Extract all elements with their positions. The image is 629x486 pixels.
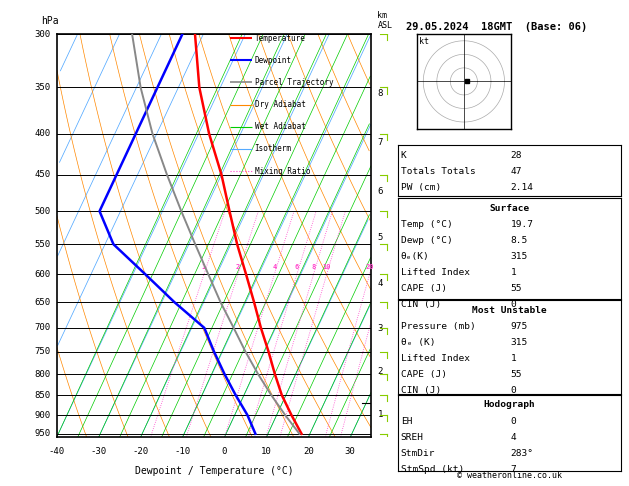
Text: 8: 8 [377,89,383,98]
Text: 975: 975 [511,322,528,331]
Text: 750: 750 [34,347,50,356]
Text: StmSpd (kt): StmSpd (kt) [401,465,464,474]
Text: 350: 350 [34,83,50,92]
Text: kt: kt [420,37,430,46]
Text: 600: 600 [34,270,50,279]
Text: 450: 450 [34,170,50,179]
Text: 55: 55 [511,370,522,380]
Text: Hodograph: Hodograph [483,400,535,410]
Text: 4: 4 [272,263,277,270]
Text: 400: 400 [34,129,50,139]
Text: Mixing Ratio: Mixing Ratio [255,167,310,175]
Text: 0: 0 [511,300,516,309]
Text: 2.14: 2.14 [511,183,534,192]
Text: 5: 5 [377,233,383,243]
Text: 6: 6 [295,263,299,270]
Text: 7: 7 [377,139,383,147]
Text: 8.5: 8.5 [511,236,528,245]
Text: 1: 1 [511,354,516,364]
Text: 650: 650 [34,297,50,307]
Text: Totals Totals: Totals Totals [401,167,476,176]
Text: 0: 0 [221,448,227,456]
Text: -20: -20 [133,448,148,456]
Text: 6: 6 [377,187,383,195]
Text: 4: 4 [377,279,383,288]
Text: © weatheronline.co.uk: © weatheronline.co.uk [457,471,562,480]
Text: CAPE (J): CAPE (J) [401,284,447,293]
Text: 55: 55 [511,284,522,293]
Text: 850: 850 [34,391,50,399]
Text: SREH: SREH [401,433,424,442]
Text: 283°: 283° [511,449,534,458]
Text: Pressure (mb): Pressure (mb) [401,322,476,331]
Text: -40: -40 [48,448,65,456]
Text: Temp (°C): Temp (°C) [401,220,452,229]
Text: Isotherm: Isotherm [255,144,292,154]
Text: CAPE (J): CAPE (J) [401,370,447,380]
Text: 8: 8 [311,263,316,270]
Text: 29.05.2024  18GMT  (Base: 06): 29.05.2024 18GMT (Base: 06) [406,22,587,32]
Text: LCL: LCL [409,399,424,408]
Text: Dewpoint / Temperature (°C): Dewpoint / Temperature (°C) [135,466,293,476]
Text: Temperature: Temperature [255,34,306,43]
Text: Dewpoint: Dewpoint [255,56,292,65]
Text: θₑ (K): θₑ (K) [401,338,435,347]
Text: 2: 2 [377,367,383,377]
Text: K: K [401,151,406,160]
Text: 0: 0 [511,417,516,426]
Text: 550: 550 [34,240,50,249]
Text: 900: 900 [34,411,50,419]
Text: 10: 10 [323,263,331,270]
Text: hPa: hPa [41,16,58,26]
Text: 28: 28 [511,151,522,160]
Text: CIN (J): CIN (J) [401,300,441,309]
Text: 20: 20 [365,263,374,270]
Text: Surface: Surface [489,204,529,213]
Text: 500: 500 [34,207,50,216]
Text: Lifted Index: Lifted Index [401,354,470,364]
Text: -30: -30 [91,448,106,456]
Text: 1: 1 [202,263,206,270]
Text: 1: 1 [511,268,516,277]
Text: PW (cm): PW (cm) [401,183,441,192]
Text: Lifted Index: Lifted Index [401,268,470,277]
Text: EH: EH [401,417,412,426]
Text: km
ASL: km ASL [377,11,392,30]
Text: Dewp (°C): Dewp (°C) [401,236,452,245]
Text: 30: 30 [345,448,355,456]
Text: Dry Adiabat: Dry Adiabat [255,100,306,109]
Text: StmDir: StmDir [401,449,435,458]
Text: 20: 20 [303,448,314,456]
Text: 47: 47 [511,167,522,176]
Text: 4: 4 [511,433,516,442]
Text: 7: 7 [511,465,516,474]
Text: 950: 950 [34,429,50,438]
Text: 10: 10 [261,448,272,456]
Text: Wet Adiabat: Wet Adiabat [255,122,306,131]
Text: 1: 1 [377,410,383,419]
Text: 0: 0 [511,386,516,396]
Text: 300: 300 [34,30,50,38]
Text: θₑ(K): θₑ(K) [401,252,430,261]
Text: Most Unstable: Most Unstable [472,306,547,315]
Text: 3: 3 [377,324,383,333]
Text: -10: -10 [174,448,191,456]
Text: 800: 800 [34,370,50,379]
Text: CIN (J): CIN (J) [401,386,441,396]
Text: 315: 315 [511,338,528,347]
Text: 315: 315 [511,252,528,261]
Text: 2: 2 [236,263,240,270]
Text: 700: 700 [34,323,50,332]
Text: Parcel Trajectory: Parcel Trajectory [255,78,333,87]
Text: 19.7: 19.7 [511,220,534,229]
